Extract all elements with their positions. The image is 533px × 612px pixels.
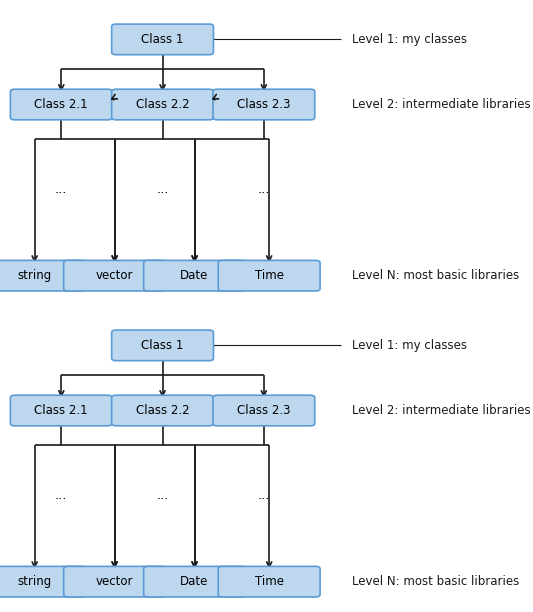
FancyBboxPatch shape xyxy=(143,260,245,291)
Text: string: string xyxy=(18,269,52,282)
Text: vector: vector xyxy=(96,269,133,282)
FancyBboxPatch shape xyxy=(112,395,213,426)
Text: Class 2.2: Class 2.2 xyxy=(136,404,189,417)
FancyArrowPatch shape xyxy=(112,94,117,100)
Text: Date: Date xyxy=(180,269,209,282)
Text: Class 2.3: Class 2.3 xyxy=(237,404,290,417)
Text: ...: ... xyxy=(156,183,169,196)
Text: Time: Time xyxy=(255,575,284,588)
Text: Class 2.3: Class 2.3 xyxy=(237,98,290,111)
FancyBboxPatch shape xyxy=(11,395,112,426)
Text: Level 1: my classes: Level 1: my classes xyxy=(352,33,467,46)
FancyBboxPatch shape xyxy=(64,566,165,597)
FancyBboxPatch shape xyxy=(112,330,213,360)
Text: Class 2.1: Class 2.1 xyxy=(35,404,88,417)
FancyBboxPatch shape xyxy=(11,89,112,120)
Text: string: string xyxy=(18,575,52,588)
Text: Level N: most basic libraries: Level N: most basic libraries xyxy=(352,575,519,588)
Text: Date: Date xyxy=(180,575,209,588)
FancyBboxPatch shape xyxy=(0,260,85,291)
FancyBboxPatch shape xyxy=(219,566,320,597)
Text: ...: ... xyxy=(156,489,169,502)
FancyBboxPatch shape xyxy=(112,24,213,54)
Text: Level 2: intermediate libraries: Level 2: intermediate libraries xyxy=(352,98,530,111)
Text: Level N: most basic libraries: Level N: most basic libraries xyxy=(352,269,519,282)
Text: ...: ... xyxy=(257,489,270,502)
FancyBboxPatch shape xyxy=(0,566,85,597)
Text: Class 1: Class 1 xyxy=(141,33,184,46)
FancyBboxPatch shape xyxy=(112,89,213,120)
Text: Class 2.2: Class 2.2 xyxy=(136,98,189,111)
Text: Time: Time xyxy=(255,269,284,282)
Text: Level 1: my classes: Level 1: my classes xyxy=(352,339,467,352)
Text: Class 1: Class 1 xyxy=(141,339,184,352)
FancyBboxPatch shape xyxy=(213,89,314,120)
Text: Class 2.1: Class 2.1 xyxy=(35,98,88,111)
FancyArrowPatch shape xyxy=(213,94,219,100)
FancyBboxPatch shape xyxy=(219,260,320,291)
Text: vector: vector xyxy=(96,575,133,588)
Text: ...: ... xyxy=(55,489,68,502)
FancyBboxPatch shape xyxy=(143,566,245,597)
Text: ...: ... xyxy=(55,183,68,196)
FancyBboxPatch shape xyxy=(213,395,314,426)
Text: ...: ... xyxy=(257,183,270,196)
Text: Level 2: intermediate libraries: Level 2: intermediate libraries xyxy=(352,404,530,417)
FancyBboxPatch shape xyxy=(64,260,165,291)
